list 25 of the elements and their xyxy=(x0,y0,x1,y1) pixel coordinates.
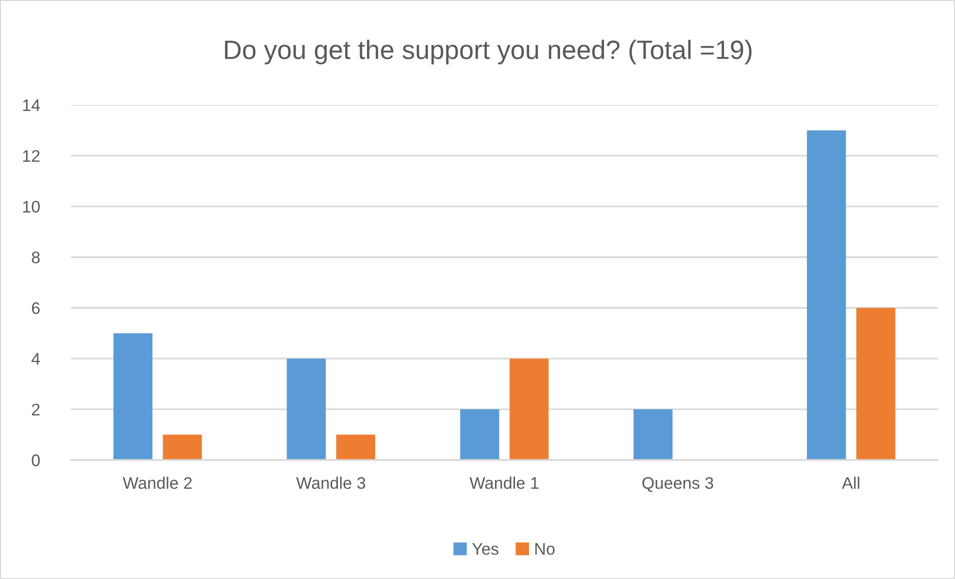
x-tick-label: Wandle 3 xyxy=(296,476,366,489)
bar xyxy=(286,358,326,460)
bar xyxy=(634,409,673,460)
x-tick-label: Queens 3 xyxy=(642,477,714,492)
bar xyxy=(460,409,500,460)
y-tick-label: 10 xyxy=(23,200,40,213)
y-tick-label: 4 xyxy=(32,353,40,365)
chart-title: Do you get the support you need? (Total =19) xyxy=(225,40,752,64)
y-tick-label: 12 xyxy=(23,150,40,162)
y-tick-label: 8 xyxy=(32,252,40,264)
bar xyxy=(113,333,152,460)
x-tick-label: Wandle 1 xyxy=(470,476,538,489)
y-tick-label: 14 xyxy=(23,100,40,112)
bar xyxy=(856,308,896,460)
bar xyxy=(162,434,202,460)
bar xyxy=(510,358,549,460)
y-tick-label: 2 xyxy=(32,404,40,416)
x-tick-label: Wandle 2 xyxy=(122,476,192,489)
y-tick-label: 6 xyxy=(32,302,40,314)
x-tick-label: All xyxy=(842,476,860,489)
bar xyxy=(806,130,846,460)
legend-label: No xyxy=(535,543,555,555)
bar xyxy=(336,434,376,460)
legend-label: Yes xyxy=(472,543,498,555)
y-tick-label: 0 xyxy=(32,454,40,466)
